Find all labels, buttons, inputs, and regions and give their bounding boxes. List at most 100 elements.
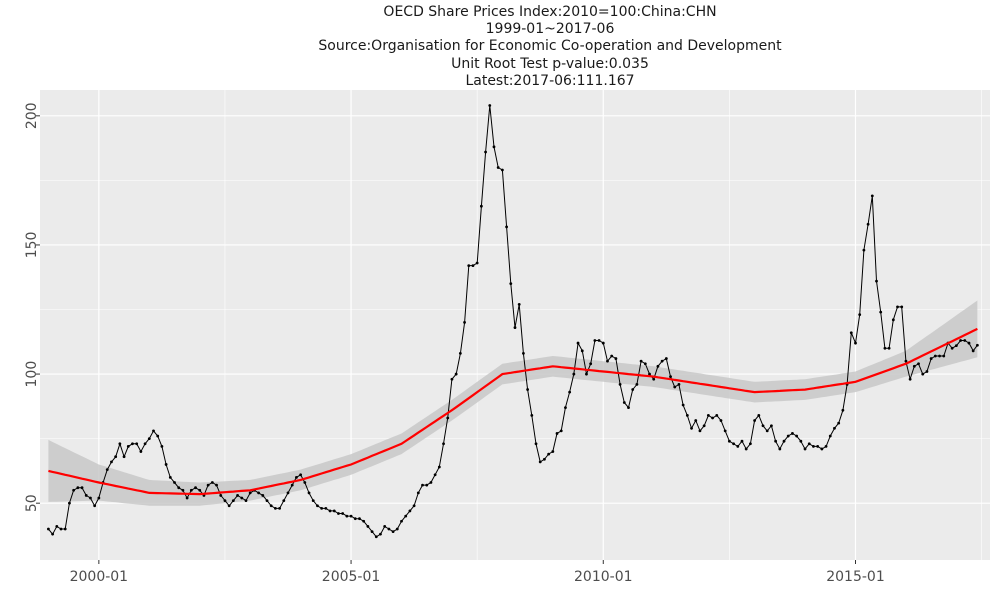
data-point [883, 346, 887, 350]
data-point [959, 339, 962, 342]
confidence-band-layer [48, 300, 978, 506]
data-point [753, 419, 757, 422]
data-point [593, 339, 597, 342]
data-point [849, 331, 853, 335]
data-point [421, 483, 424, 487]
data-point [757, 413, 761, 417]
data-point [631, 388, 635, 391]
data-point [122, 455, 126, 459]
data-point [736, 444, 740, 448]
data-point [496, 166, 500, 169]
data-point [458, 352, 462, 355]
data-point [635, 382, 639, 386]
data-point [711, 416, 714, 420]
data-point [509, 282, 513, 286]
data-point [854, 341, 857, 345]
data-point [295, 475, 298, 479]
data-point [143, 442, 147, 446]
data-point [147, 437, 151, 441]
data-point [345, 514, 349, 518]
data-point [618, 382, 622, 386]
data-point [433, 473, 437, 477]
data-point [656, 364, 660, 368]
data-point [601, 341, 605, 345]
data-point [576, 341, 580, 345]
data-point [168, 475, 172, 479]
data-point [236, 494, 239, 497]
data-point [975, 343, 979, 347]
data-point [526, 388, 530, 391]
data-point [223, 499, 227, 503]
data-point [51, 532, 55, 536]
data-point [933, 354, 937, 358]
data-point [475, 261, 479, 265]
data-point [442, 442, 445, 446]
data-point [173, 481, 176, 484]
data-point [643, 362, 647, 366]
y-tick-label: 150 [24, 232, 40, 259]
data-point [316, 504, 319, 508]
data-point [585, 372, 588, 376]
data-point [706, 413, 710, 417]
data-point [219, 494, 223, 497]
data-point [446, 416, 450, 420]
data-point [135, 442, 139, 446]
data-point [349, 514, 353, 518]
data-point [702, 424, 706, 428]
data-point [500, 168, 504, 172]
grid-minor [40, 90, 990, 560]
data-point [547, 452, 551, 456]
data-point [875, 279, 878, 283]
data-point [269, 504, 273, 508]
data-point [337, 512, 340, 515]
data-point [484, 150, 487, 154]
data-point [379, 532, 382, 536]
data-point [803, 447, 807, 451]
x-tick-label: 2000-01 [70, 569, 129, 585]
data-point [362, 519, 366, 523]
data-point [543, 457, 546, 461]
data-point [395, 527, 399, 531]
data-point [866, 222, 870, 226]
data-point [719, 419, 723, 422]
data-point [240, 496, 244, 500]
data-point [891, 318, 895, 322]
chart-title-line: Latest:2017-06:111.167 [465, 72, 635, 89]
data-point [568, 390, 572, 394]
data-point [105, 468, 109, 472]
data-point [307, 491, 311, 495]
data-point [139, 450, 143, 453]
data-point [534, 442, 538, 446]
data-point [522, 352, 525, 355]
data-point [900, 305, 904, 309]
data-point [967, 341, 971, 345]
data-point [278, 506, 282, 510]
data-point [404, 514, 408, 518]
data-point [63, 527, 67, 531]
data-point [387, 527, 391, 531]
data-point [820, 447, 824, 451]
data-point [610, 354, 614, 358]
data-point [463, 321, 466, 324]
data-point [627, 406, 630, 410]
data-point [954, 344, 958, 348]
data-point [698, 429, 702, 433]
data-point [429, 481, 433, 484]
data-point [938, 354, 941, 358]
data-point [904, 359, 908, 363]
data-point [513, 326, 517, 329]
data-point [299, 473, 303, 477]
data-point [879, 310, 883, 314]
data-point [93, 504, 97, 508]
data-point [723, 429, 727, 433]
y-tick-label: 200 [24, 102, 40, 129]
x-tick-label: 2010-01 [574, 569, 633, 585]
data-point [257, 491, 260, 495]
chart-title-line: 1999-01~2017-06 [485, 21, 615, 38]
data-point [370, 530, 374, 533]
data-point [181, 488, 185, 492]
data-point [971, 349, 975, 353]
data-point [812, 444, 815, 448]
data-point [572, 372, 576, 376]
data-point [227, 504, 231, 508]
